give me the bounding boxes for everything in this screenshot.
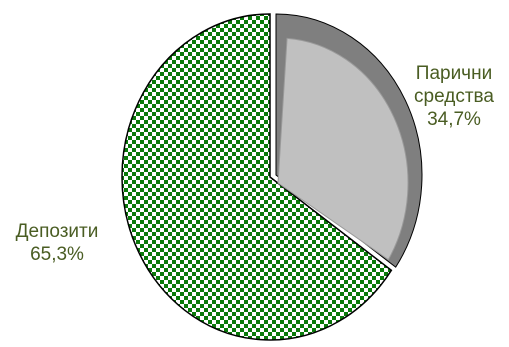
slice-label-cash-line-1: Парични (415, 63, 493, 84)
slice-label-cash-value: 34,7% (427, 109, 481, 130)
pie-slice-cash (277, 37, 409, 261)
slice-label-deposits: Депозити 65,3% (2, 220, 112, 266)
slice-label-cash: Парични средства 34,7% (404, 62, 504, 131)
slice-label-deposits-value: 65,3% (30, 244, 84, 265)
slice-label-cash-line-2: средства (414, 86, 494, 107)
pie-slice-deposits (121, 13, 393, 341)
slice-label-deposits-line-1: Депозити (15, 221, 99, 242)
